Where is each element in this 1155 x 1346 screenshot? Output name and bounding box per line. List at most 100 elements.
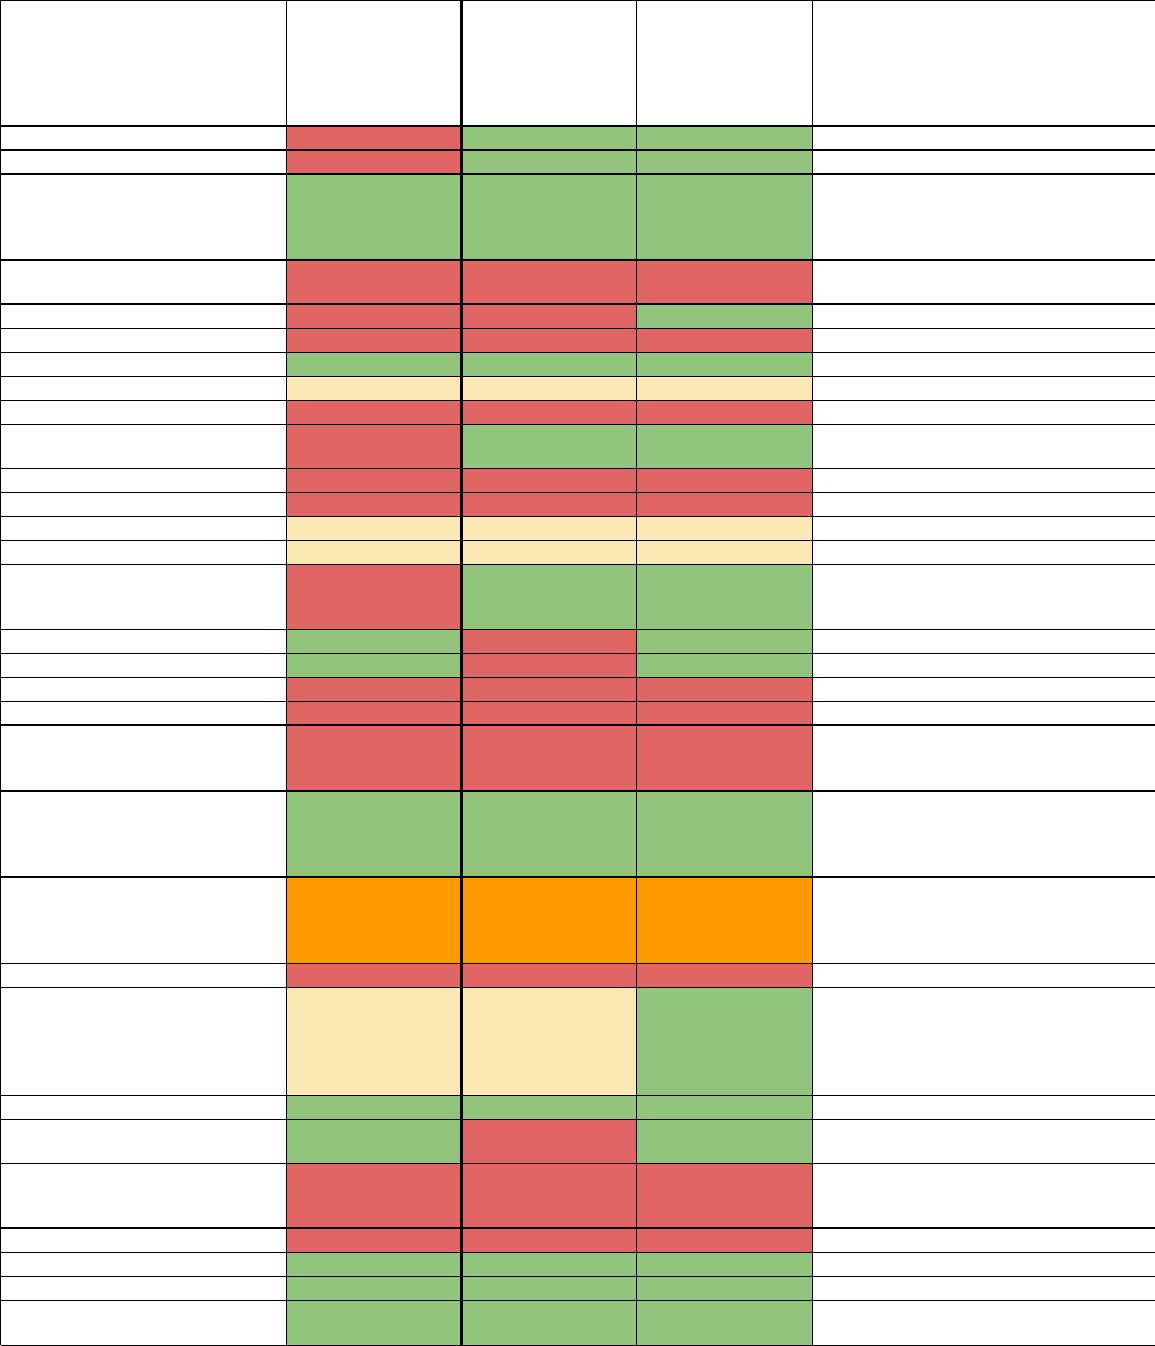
status-cell-red	[287, 565, 461, 630]
row-note	[813, 630, 1155, 654]
status-cell-yellow	[287, 377, 461, 401]
status-cell-green	[461, 565, 637, 630]
row-label	[1, 175, 287, 261]
status-cell-red	[287, 425, 461, 469]
status-cell-green	[637, 1120, 813, 1164]
status-cell-red	[461, 702, 637, 726]
header-cell	[637, 1, 813, 127]
status-cell-yellow	[287, 517, 461, 541]
row-label	[1, 654, 287, 678]
status-cell-red	[461, 654, 637, 678]
status-cell-yellow	[461, 517, 637, 541]
row-note	[813, 678, 1155, 702]
row-label	[1, 425, 287, 469]
row-label	[1, 630, 287, 654]
row-label	[1, 305, 287, 329]
row-note	[813, 493, 1155, 517]
status-cell-red	[287, 493, 461, 517]
row-note	[813, 654, 1155, 678]
row-label	[1, 1096, 287, 1120]
status-cell-green	[287, 1277, 461, 1301]
row-note	[813, 878, 1155, 964]
status-cell-green	[637, 792, 813, 878]
row-label	[1, 702, 287, 726]
status-cell-green	[461, 792, 637, 878]
status-cell-red	[287, 469, 461, 493]
row-note	[813, 792, 1155, 878]
status-cell-green	[637, 175, 813, 261]
status-cell-green	[637, 654, 813, 678]
status-cell-red	[287, 1164, 461, 1229]
row-note	[813, 541, 1155, 565]
status-cell-yellow	[287, 541, 461, 565]
row-note	[813, 377, 1155, 401]
row-note	[813, 175, 1155, 261]
status-cell-green	[287, 1301, 461, 1346]
row-note	[813, 401, 1155, 425]
row-label	[1, 1301, 287, 1346]
header-cell	[287, 1, 461, 127]
row-note	[813, 565, 1155, 630]
row-note	[813, 469, 1155, 493]
status-cell-green	[637, 425, 813, 469]
status-cell-red	[287, 726, 461, 792]
status-cell-red	[461, 401, 637, 425]
status-cell-green	[637, 305, 813, 329]
status-cell-red	[287, 261, 461, 305]
status-cell-green	[287, 1096, 461, 1120]
row-label	[1, 964, 287, 988]
status-cell-orange	[287, 878, 461, 964]
row-label	[1, 353, 287, 377]
status-cell-red	[461, 1120, 637, 1164]
status-cell-red	[287, 151, 461, 175]
status-cell-red	[637, 726, 813, 792]
status-cell-red	[287, 401, 461, 425]
row-label	[1, 401, 287, 425]
row-label	[1, 377, 287, 401]
status-cell-red	[637, 329, 813, 353]
status-cell-red	[637, 1164, 813, 1229]
status-cell-green	[287, 792, 461, 878]
status-cell-red	[637, 493, 813, 517]
status-cell-red	[461, 305, 637, 329]
row-note	[813, 353, 1155, 377]
status-cell-green	[637, 630, 813, 654]
status-cell-red	[287, 1229, 461, 1253]
row-note	[813, 964, 1155, 988]
row-note	[813, 261, 1155, 305]
status-cell-yellow	[461, 377, 637, 401]
row-note	[813, 151, 1155, 175]
row-note	[813, 702, 1155, 726]
status-cell-yellow	[637, 377, 813, 401]
status-cell-yellow	[461, 988, 637, 1096]
status-cell-green	[637, 1253, 813, 1277]
row-label	[1, 878, 287, 964]
status-cell-red	[287, 678, 461, 702]
status-cell-red	[287, 127, 461, 151]
status-cell-green	[287, 353, 461, 377]
status-cell-green	[461, 175, 637, 261]
status-cell-green	[637, 1301, 813, 1346]
row-label	[1, 1164, 287, 1229]
status-cell-red	[287, 329, 461, 353]
status-cell-yellow	[637, 541, 813, 565]
row-note	[813, 517, 1155, 541]
row-note	[813, 1120, 1155, 1164]
row-label	[1, 1253, 287, 1277]
row-label	[1, 565, 287, 630]
status-cell-green	[461, 1301, 637, 1346]
status-cell-green	[637, 353, 813, 377]
row-note	[813, 1164, 1155, 1229]
status-cell-green	[287, 630, 461, 654]
status-cell-green	[637, 565, 813, 630]
status-cell-red	[461, 1164, 637, 1229]
status-cell-red	[461, 678, 637, 702]
row-note	[813, 305, 1155, 329]
status-cell-red	[461, 726, 637, 792]
status-cell-red	[637, 678, 813, 702]
status-cell-red	[461, 469, 637, 493]
status-cell-red	[287, 305, 461, 329]
row-label	[1, 127, 287, 151]
row-note	[813, 1253, 1155, 1277]
